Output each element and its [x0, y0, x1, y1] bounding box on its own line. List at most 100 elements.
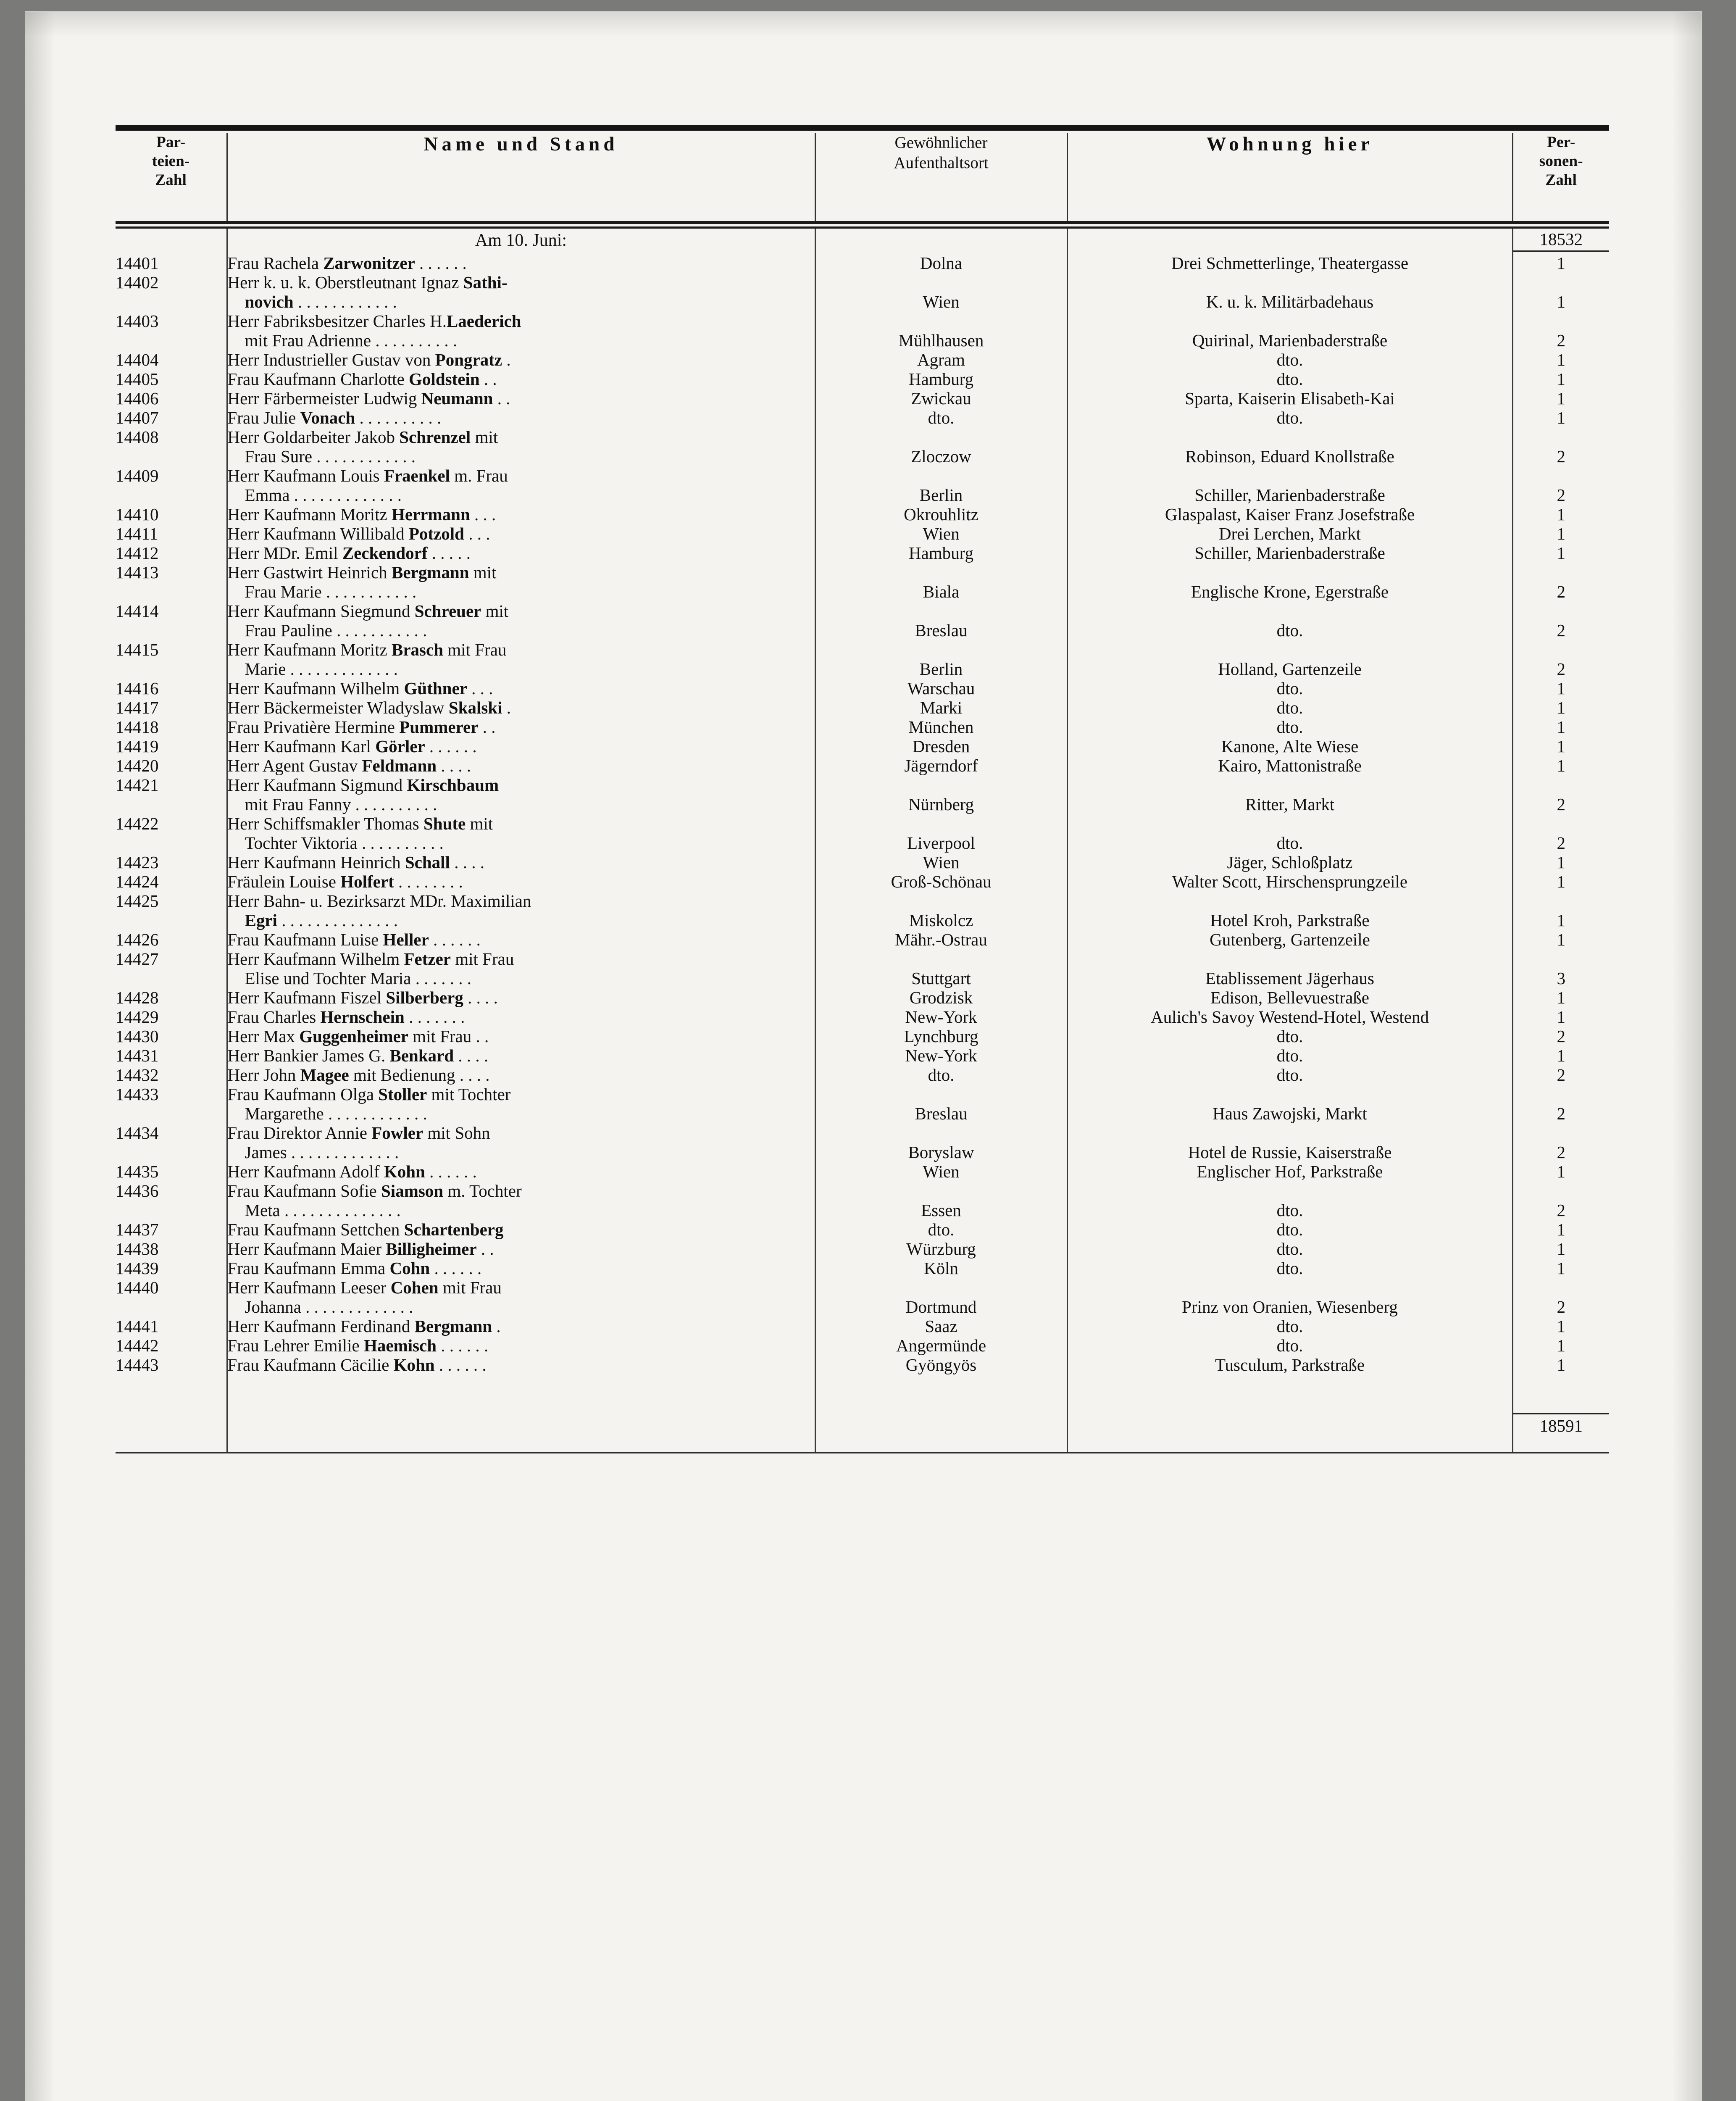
- cell-parteien-zahl: 14402.: [116, 273, 227, 311]
- table-row[interactable]: 14423Herr Kaufmann Heinrich Schall . . .…: [116, 853, 1609, 872]
- cell-wohnung-hier: .Haus Zawojski, Markt: [1067, 1085, 1512, 1123]
- scanned-page: Par- teien- Zahl Name und Stand Gewöhnli…: [0, 0, 1736, 2101]
- table-row[interactable]: 14414.Herr Kaufmann Siegmund Schreuer mi…: [116, 601, 1609, 640]
- table-row[interactable]: 14416Herr Kaufmann Wilhelm Güthner . . .…: [116, 679, 1609, 698]
- cell-parteien-zahl: 14426: [116, 930, 227, 949]
- table-row[interactable]: 14431Herr Bankier James G. Benkard . . .…: [116, 1046, 1609, 1065]
- table-row[interactable]: 14427.Herr Kaufmann Wilhelm Fetzer mit F…: [116, 949, 1609, 988]
- cell-parteien-zahl: 14424: [116, 872, 227, 891]
- table-row[interactable]: 14405Frau Kaufmann Charlotte Goldstein .…: [116, 369, 1609, 389]
- table-row[interactable]: 14404Herr Industrieller Gustav von Pongr…: [116, 350, 1609, 369]
- cell-personen-zahl: 1: [1512, 369, 1609, 389]
- cell-name-und-stand: Frau Kaufmann Sofie Siamson m. Tochter M…: [227, 1181, 815, 1220]
- cell-name-und-stand: Herr Kaufmann Willibald Potzold . . .: [227, 524, 815, 543]
- table-row[interactable]: 14426Frau Kaufmann Luise Heller . . . . …: [116, 930, 1609, 949]
- cell-wohnung-hier: .K. u. k. Militärbadehaus: [1067, 273, 1512, 311]
- cell-parteien-zahl: 14411: [116, 524, 227, 543]
- table-row[interactable]: 14429Frau Charles Hernschein . . . . . .…: [116, 1007, 1609, 1027]
- table-row[interactable]: 14406Herr Färbermeister Ludwig Neumann .…: [116, 389, 1609, 408]
- table-row[interactable]: 14408.Herr Goldarbeiter Jakob Schrenzel …: [116, 427, 1609, 466]
- cell-aufenthaltsort: Köln: [815, 1258, 1067, 1278]
- cell-personen-zahl: 1: [1512, 253, 1609, 273]
- cell-parteien-zahl: 14408.: [116, 427, 227, 466]
- cell-parteien-zahl: 14435: [116, 1162, 227, 1181]
- table-row[interactable]: 14434.Frau Direktor Annie Fowler mit Soh…: [116, 1123, 1609, 1162]
- table-row[interactable]: 14441Herr Kaufmann Ferdinand Bergmann .S…: [116, 1316, 1609, 1336]
- cell-wohnung-hier: dto.: [1067, 1258, 1512, 1278]
- table-row[interactable]: 14411Herr Kaufmann Willibald Potzold . .…: [116, 524, 1609, 543]
- cell-name-und-stand: Herr Kaufmann Ferdinand Bergmann .: [227, 1316, 815, 1336]
- header-line-2: Aufenthaltsort: [816, 153, 1067, 173]
- table-row[interactable]: 14442Frau Lehrer Emilie Haemisch . . . .…: [116, 1336, 1609, 1355]
- cell-parteien-zahl: 14417: [116, 698, 227, 717]
- cell-parteien-zahl: 14432: [116, 1065, 227, 1085]
- table-row[interactable]: 14436.Frau Kaufmann Sofie Siamson m. Toc…: [116, 1181, 1609, 1220]
- cell-wohnung-hier: Drei Lerchen, Markt: [1067, 524, 1512, 543]
- table-row[interactable]: 14412Herr MDr. Emil Zeckendorf . . . . .…: [116, 543, 1609, 563]
- cell-aufenthaltsort: Okrouhlitz: [815, 505, 1067, 524]
- table-row[interactable]: 14424Fräulein Louise Holfert . . . . . .…: [116, 872, 1609, 891]
- cell-personen-zahl: .2: [1512, 427, 1609, 466]
- cell-wohnung-hier: dto.: [1067, 1046, 1512, 1065]
- cell-wohnung-hier: .Prinz von Oranien, Wiesenberg: [1067, 1278, 1512, 1316]
- cell-aufenthaltsort: .Essen: [815, 1181, 1067, 1220]
- cell-parteien-zahl: 14431: [116, 1046, 227, 1065]
- table-row[interactable]: 14422.Herr Schiffsmakler Thomas Shute mi…: [116, 814, 1609, 853]
- table-row[interactable]: 14438Herr Kaufmann Maier Billigheimer . …: [116, 1239, 1609, 1258]
- column-header-personen-zahl: Per- sonen- Zahl: [1512, 133, 1609, 221]
- cell-aufenthaltsort: Agram: [815, 350, 1067, 369]
- table-row[interactable]: 14401Frau Rachela Zarwonitzer . . . . . …: [116, 253, 1609, 273]
- table-row[interactable]: 14415.Herr Kaufmann Moritz Brasch mit Fr…: [116, 640, 1609, 679]
- cell-personen-zahl: 1: [1512, 698, 1609, 717]
- table-row[interactable]: 14432Herr John Magee mit Bedienung . . .…: [116, 1065, 1609, 1085]
- cell-parteien-zahl: 14427.: [116, 949, 227, 988]
- cell-parteien-zahl: 14429: [116, 1007, 227, 1027]
- table-row[interactable]: 14425.Herr Bahn- u. Bezirksarzt MDr. Max…: [116, 891, 1609, 930]
- cell-name-und-stand: Herr Gastwirt Heinrich Bergmann mit Frau…: [227, 563, 815, 601]
- cell-aufenthaltsort: Hamburg: [815, 369, 1067, 389]
- cell-parteien-zahl: 14415.: [116, 640, 227, 679]
- table-row[interactable]: 14402.Herr k. u. k. Oberstleutnant Ignaz…: [116, 273, 1609, 311]
- table-row[interactable]: 14420Herr Agent Gustav Feldmann . . . .J…: [116, 756, 1609, 775]
- cell-name-und-stand: Herr Kaufmann Wilhelm Güthner . . .: [227, 679, 815, 698]
- table-row[interactable]: 14410Herr Kaufmann Moritz Herrmann . . .…: [116, 505, 1609, 524]
- table-row[interactable]: 14443Frau Kaufmann Cäcilie Kohn . . . . …: [116, 1355, 1609, 1374]
- table-row[interactable]: 14428Herr Kaufmann Fiszel Silberberg . .…: [116, 988, 1609, 1007]
- table-row[interactable]: 14433.Frau Kaufmann Olga Stoller mit Toc…: [116, 1085, 1609, 1123]
- table-row[interactable]: 14430Herr Max Guggenheimer mit Frau . .L…: [116, 1027, 1609, 1046]
- table-row[interactable]: 14439Frau Kaufmann Emma Cohn . . . . . .…: [116, 1258, 1609, 1278]
- table-row[interactable]: 14403.Herr Fabriksbesitzer Charles H.Lae…: [116, 311, 1609, 350]
- cell-parteien-zahl: 14438: [116, 1239, 227, 1258]
- cell-brought-forward-total: 18532: [1512, 229, 1609, 253]
- table-row[interactable]: 14417Herr Bäckermeister Wladyslaw Skalsk…: [116, 698, 1609, 717]
- header-line-1: Gewöhnlicher: [816, 133, 1067, 153]
- table-row[interactable]: 14437Frau Kaufmann Settchen Schartenberg…: [116, 1220, 1609, 1239]
- table-row[interactable]: 14421.Herr Kaufmann Sigmund Kirschbaum m…: [116, 775, 1609, 814]
- table-row[interactable]: 14409.Herr Kaufmann Louis Fraenkel m. Fr…: [116, 466, 1609, 505]
- cell-aufenthaltsort: .Wien: [815, 273, 1067, 311]
- cell-wohnung-hier: .Hotel de Russie, Kaiserstraße: [1067, 1123, 1512, 1162]
- cell-wohnung-hier: .Hotel Kroh, Parkstraße: [1067, 891, 1512, 930]
- cell-personen-zahl: .2: [1512, 563, 1609, 601]
- table-row[interactable]: 14418Frau Privatière Hermine Pummerer . …: [116, 717, 1609, 737]
- cell-name-und-stand: Frau Kaufmann Charlotte Goldstein . .: [227, 369, 815, 389]
- cell-name-und-stand: Frau Charles Hernschein . . . . . . .: [227, 1007, 815, 1027]
- cell-name-und-stand: Herr Kaufmann Moritz Herrmann . . .: [227, 505, 815, 524]
- cell-personen-zahl: 2: [1512, 1065, 1609, 1085]
- cell-wohnung-hier: Jäger, Schloßplatz: [1067, 853, 1512, 872]
- cell-aufenthaltsort: Mähr.-Ostrau: [815, 930, 1067, 949]
- cell-parteien-zahl: 14436.: [116, 1181, 227, 1220]
- table-row[interactable]: 14435Herr Kaufmann Adolf Kohn . . . . . …: [116, 1162, 1609, 1181]
- cell-parteien-zahl: 14405: [116, 369, 227, 389]
- table-row[interactable]: 14413.Herr Gastwirt Heinrich Bergmann mi…: [116, 563, 1609, 601]
- table-row[interactable]: 14440.Herr Kaufmann Leeser Cohen mit Fra…: [116, 1278, 1609, 1316]
- cell-personen-zahl: 1: [1512, 872, 1609, 891]
- cell-name-und-stand: Frau Rachela Zarwonitzer . . . . . .: [227, 253, 815, 273]
- cell-parteien-zahl: 14412: [116, 543, 227, 563]
- table-head: Par- teien- Zahl Name und Stand Gewöhnli…: [116, 133, 1609, 221]
- table-row[interactable]: 14419Herr Kaufmann Karl Görler . . . . .…: [116, 737, 1609, 756]
- cell-personen-zahl: 1: [1512, 543, 1609, 563]
- cell-personen-zahl: 1: [1512, 1316, 1609, 1336]
- table-row[interactable]: 14407Frau Julie Vonach . . . . . . . . .…: [116, 408, 1609, 427]
- cell-wohnung-hier: Walter Scott, Hirschensprungzeile: [1067, 872, 1512, 891]
